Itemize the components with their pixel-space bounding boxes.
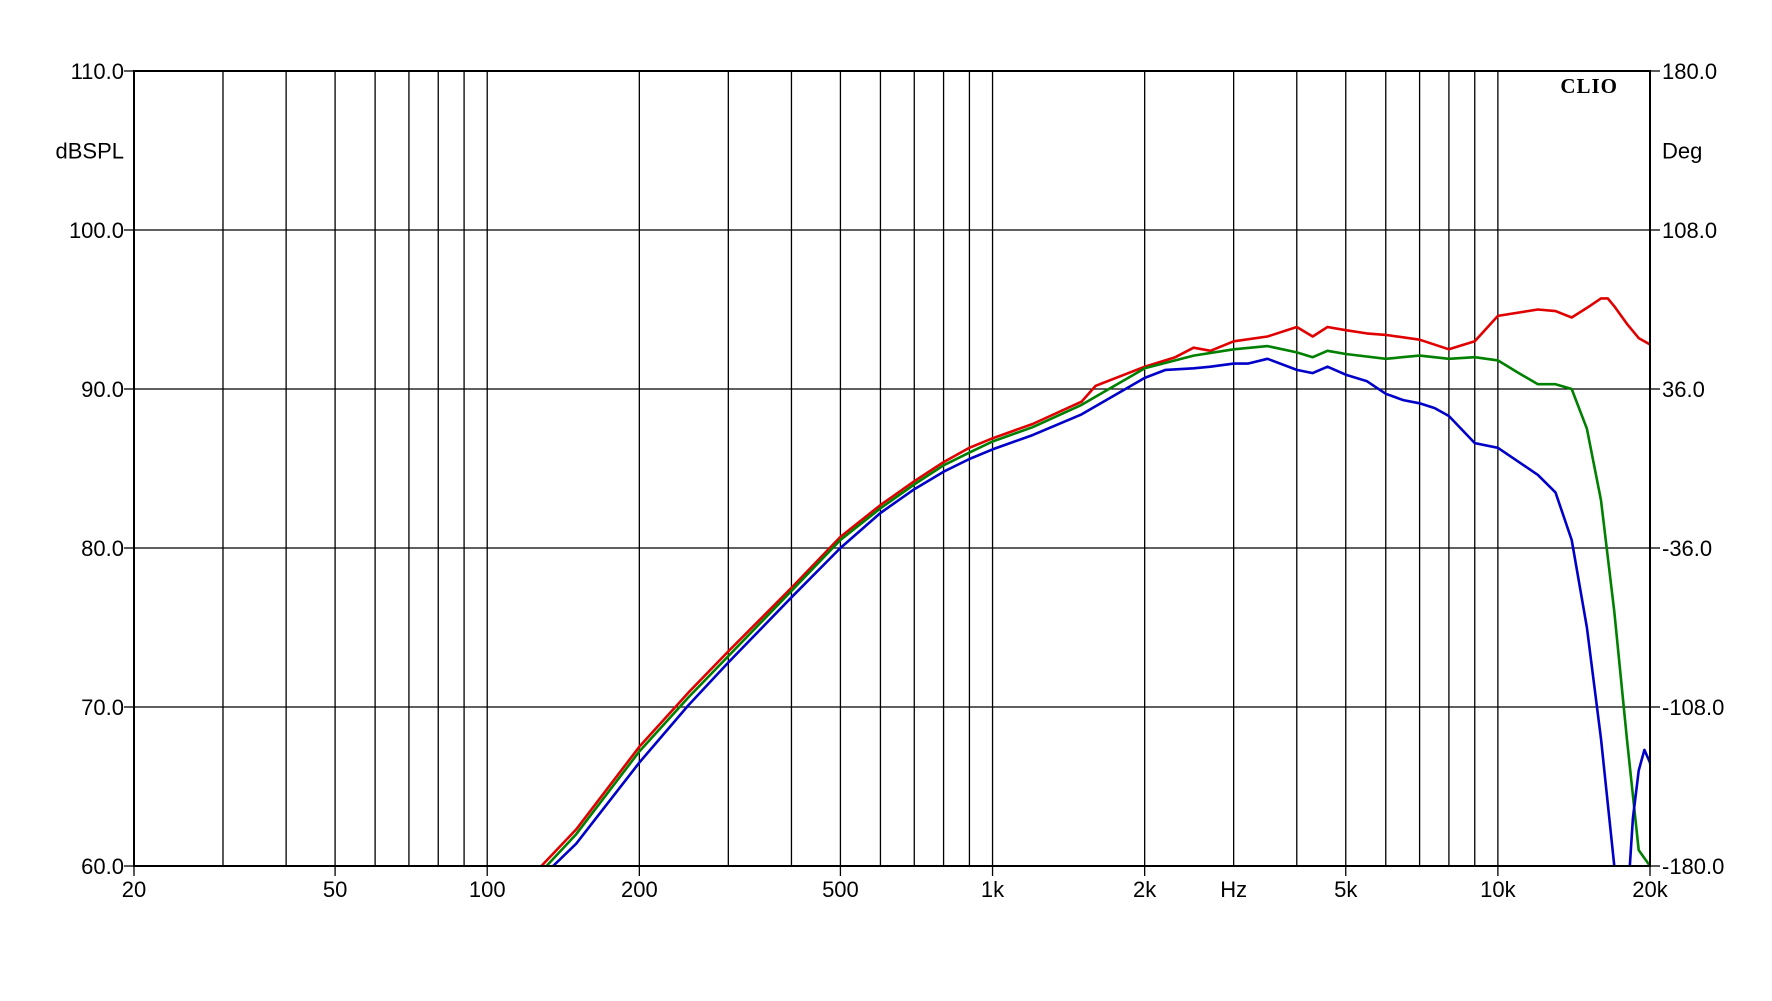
x-tick-label: 5k — [1334, 877, 1358, 902]
y2-tick-label: 108.0 — [1662, 218, 1717, 243]
series-line-3 — [552, 357, 1650, 866]
x-tick-label: 100 — [469, 877, 506, 902]
x-tick-label: 10k — [1480, 877, 1516, 902]
y-tick-label: 80.0 — [81, 536, 124, 561]
x-tick-label: 50 — [323, 877, 347, 902]
y2-tick-label: 36.0 — [1662, 377, 1705, 402]
y2-tick-label: -36.0 — [1662, 536, 1712, 561]
y-tick-label: 110.0 — [71, 59, 124, 84]
x-tick-label: 200 — [621, 877, 658, 902]
x-tick-label: 1k — [981, 877, 1005, 902]
x-tick-label: 20k — [1632, 877, 1668, 902]
series-line-2 — [545, 344, 1650, 866]
series-layer — [540, 297, 1650, 866]
y-tick-label: 60.0 — [81, 854, 124, 879]
y-tick-label: 70.0 — [81, 695, 124, 720]
x-tick-label: 2k — [1133, 877, 1157, 902]
y2-tick-label: -108.0 — [1662, 695, 1724, 720]
y-tick-label: 90.0 — [81, 377, 124, 402]
y-axis-label: dBSPL — [56, 139, 125, 164]
grid — [133, 70, 1651, 867]
x-axis-label: Hz — [1220, 877, 1247, 902]
y2-axis-label: Deg — [1662, 139, 1702, 164]
brand-label: CLIO — [1560, 74, 1618, 98]
y2-tick-label: 180.0 — [1662, 59, 1717, 84]
plot-frame — [133, 70, 1651, 867]
y2-tick-label: -180.0 — [1662, 854, 1724, 879]
axes: 60.0 70.0 80.0 90.0 100.0 110.0 -180.0 -108.0 -3… — [69, 59, 1724, 902]
series-line-1 — [540, 297, 1650, 866]
x-tick-label: 20 — [122, 877, 146, 902]
y-tick-label: 100.0 — [69, 218, 124, 243]
x-tick-label: 500 — [822, 877, 859, 902]
